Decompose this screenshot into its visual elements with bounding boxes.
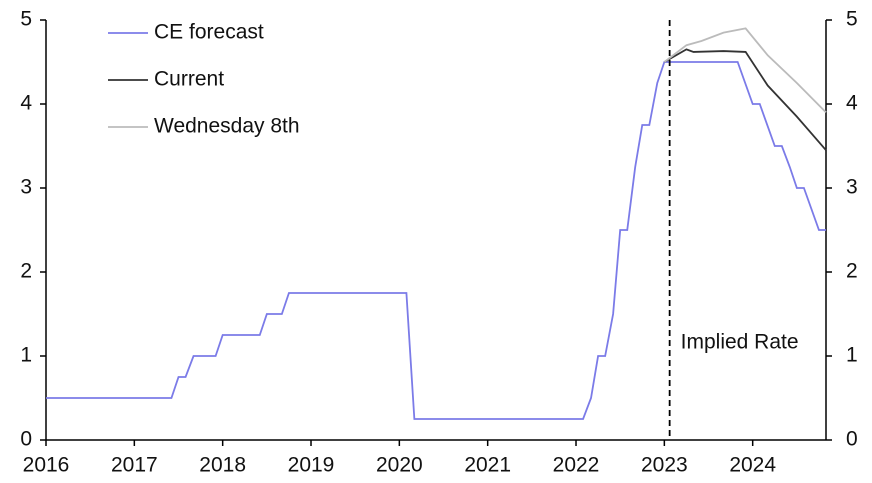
series-line <box>663 48 827 151</box>
y2-tick-label: 4 <box>846 92 858 115</box>
y2-tick-label: 3 <box>846 176 858 199</box>
y-tick-label: 1 <box>20 344 32 367</box>
legend-label: Current <box>154 68 224 91</box>
y2-tick-label: 1 <box>846 344 858 367</box>
x-tick-label: 2017 <box>111 454 158 477</box>
y-tick-label: 0 <box>20 428 32 451</box>
x-tick-label: 2016 <box>23 454 70 477</box>
y-tick-label: 3 <box>20 176 32 199</box>
x-tick-label: 2018 <box>199 454 246 477</box>
legend-label: Wednesday 8th <box>154 115 300 138</box>
y-tick-label: 5 <box>20 8 32 31</box>
x-tick-label: 2022 <box>553 454 600 477</box>
annotation-label: Implied Rate <box>681 331 799 354</box>
y2-tick-label: 2 <box>846 260 858 283</box>
x-tick-label: 2024 <box>729 454 776 477</box>
x-tick-label: 2021 <box>464 454 511 477</box>
x-tick-label: 2019 <box>288 454 335 477</box>
y-tick-label: 4 <box>20 92 32 115</box>
legend-label: CE forecast <box>154 21 264 44</box>
series-line <box>46 61 826 420</box>
y2-tick-label: 0 <box>846 428 858 451</box>
x-tick-label: 2023 <box>641 454 688 477</box>
y2-tick-label: 5 <box>846 8 858 31</box>
y-tick-label: 2 <box>20 260 32 283</box>
series-line <box>663 27 827 114</box>
x-tick-label: 2020 <box>376 454 423 477</box>
